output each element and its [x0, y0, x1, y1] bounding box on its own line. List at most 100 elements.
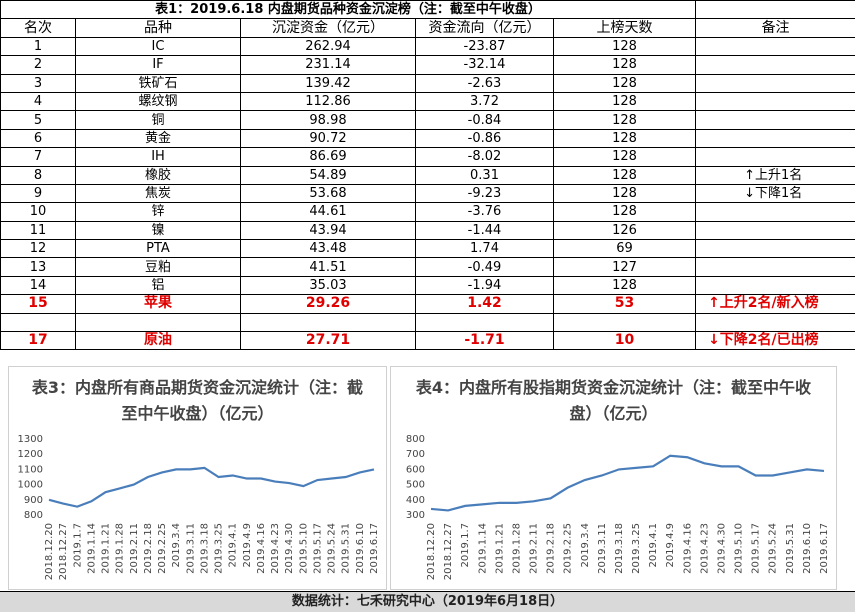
cell: 35.03 — [241, 276, 416, 294]
x-tick-label: 2019.4.30 — [284, 523, 295, 574]
cell: 44.61 — [241, 203, 416, 221]
note: 上升2名/新入榜 — [720, 295, 819, 311]
cell: 5 — [1, 111, 76, 129]
cell: 4 — [1, 92, 76, 110]
cell: -3.76 — [416, 203, 554, 221]
y-tick-label: 800 — [406, 434, 425, 445]
note: 上升1名 — [755, 168, 802, 183]
cell — [696, 276, 855, 294]
line — [49, 468, 374, 507]
x-tick-label: 2019.1.28 — [115, 523, 126, 574]
x-tick-label: 2019.4.9 — [242, 523, 253, 568]
x-tick-label: 2019.5.31 — [785, 523, 796, 574]
x-tick-label: 2019.1.14 — [86, 523, 97, 574]
header-cell: 上榜天数 — [554, 19, 696, 37]
cell: 262.94 — [241, 37, 416, 55]
x-tick-label: 2019.1.7 — [72, 523, 83, 568]
arrow-icon: ↓ — [708, 332, 720, 348]
footer: 数据统计：七禾研究中心（2019年6月18日） — [0, 591, 855, 612]
cell — [696, 240, 855, 258]
cell: 13 — [1, 258, 76, 276]
cell: -1.71 — [416, 332, 554, 350]
cell: IH — [76, 148, 241, 166]
x-tick-label: 2019.1.21 — [101, 523, 112, 574]
cell: 镍 — [76, 221, 241, 239]
x-tick-label: 2019.4.23 — [699, 523, 710, 574]
x-tick-label: 2019.4.16 — [256, 523, 267, 574]
cell: 15 — [1, 295, 76, 313]
x-tick-label: 2019.6.17 — [819, 523, 830, 574]
cell: IF — [76, 56, 241, 74]
cell: -9.23 — [416, 184, 554, 202]
y-tick-label: 500 — [406, 480, 425, 491]
cell: 11 — [1, 221, 76, 239]
cell: 54.89 — [241, 166, 416, 184]
cell: -8.02 — [416, 148, 554, 166]
cell — [696, 37, 855, 55]
cell — [696, 313, 855, 331]
x-tick-label: 2019.5.17 — [751, 523, 762, 574]
x-tick-label: 2019.3.25 — [214, 523, 225, 574]
cell: -32.14 — [416, 56, 554, 74]
cell — [241, 313, 416, 331]
arrow-icon: ↑ — [708, 295, 720, 311]
cell: 90.72 — [241, 129, 416, 147]
cell: 1.74 — [416, 240, 554, 258]
cell: 螺纹钢 — [76, 92, 241, 110]
x-tick-label: 2019.5.10 — [734, 523, 745, 574]
x-tick-label: 2019.5.31 — [341, 523, 352, 574]
cell: 8 — [1, 166, 76, 184]
cell: -1.94 — [416, 276, 554, 294]
cell: ↓下降1名 — [696, 184, 855, 202]
cell: 41.51 — [241, 258, 416, 276]
cell: 苹果 — [76, 295, 241, 313]
x-tick-label: 2019.1.14 — [477, 523, 488, 574]
cell: 231.14 — [241, 56, 416, 74]
cell: 9 — [1, 184, 76, 202]
cell — [696, 203, 855, 221]
x-tick-label: 2019.2.11 — [129, 523, 140, 574]
cell: 3.72 — [416, 92, 554, 110]
header-row: 名次品种沉淀资金（亿元）资金流向（亿元）上榜天数备注 — [1, 19, 855, 37]
header-cell: 沉淀资金（亿元） — [241, 19, 416, 37]
note: 下降1名 — [755, 186, 802, 201]
cell: 焦炭 — [76, 184, 241, 202]
cell: 53 — [554, 295, 696, 313]
x-tick-label: 2019.5.17 — [312, 523, 323, 574]
title-row: 表1：2019.6.18 内盘期货品种资金沉淀榜（注：截至中午收盘） — [1, 1, 855, 19]
x-tick-label: 2019.2.18 — [546, 523, 557, 574]
cell: 原油 — [76, 332, 241, 350]
cell — [76, 313, 241, 331]
cell — [696, 56, 855, 74]
x-tick-label: 2019.3.11 — [185, 523, 196, 574]
cell: -0.84 — [416, 111, 554, 129]
cell: 128 — [554, 37, 696, 55]
cell: 128 — [554, 276, 696, 294]
cell — [696, 221, 855, 239]
cell — [696, 129, 855, 147]
x-tick-label: 2019.4.9 — [665, 523, 676, 568]
x-tick-label: 2019.1.21 — [494, 523, 505, 574]
ranking-table: 表1：2019.6.18 内盘期货品种资金沉淀榜（注：截至中午收盘） 名次品种沉… — [0, 0, 855, 350]
x-tick-label: 2019.4.16 — [682, 523, 693, 574]
cell: 1.42 — [416, 295, 554, 313]
x-tick-label: 2019.3.4 — [580, 523, 591, 568]
cell: 53.68 — [241, 184, 416, 202]
blank-row — [1, 313, 855, 331]
cell: 1 — [1, 37, 76, 55]
arrow-icon: ↑ — [744, 168, 755, 183]
header-cell: 品种 — [76, 19, 241, 37]
cell: 10 — [554, 332, 696, 350]
